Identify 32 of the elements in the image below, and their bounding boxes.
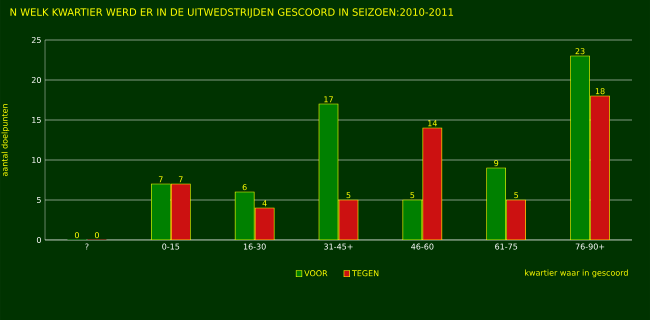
x-tick-label: 16-30: [244, 244, 266, 250]
x-axis-title: kwartier waar in gescoord: [525, 270, 628, 278]
data-label: 23: [576, 48, 585, 54]
legend-label: TEGEN: [352, 270, 378, 276]
y-tick-label: 5: [37, 197, 41, 203]
x-tick-label: 0-15: [162, 244, 180, 250]
data-label: 5: [514, 192, 518, 198]
x-tick-label: 76-90+: [576, 244, 604, 250]
chart-title: N WELK KWARTIER WERD ER IN DE UITWEDSTRIJDEN GESCOORD IN SEIZOEN:2010-2011: [10, 8, 454, 18]
x-tick-label: ?: [85, 244, 88, 250]
y-tick-label: 10: [32, 156, 41, 164]
data-label: 0: [94, 232, 99, 238]
data-label: 9: [494, 160, 498, 166]
data-label: 18: [596, 88, 605, 94]
y-tick-label: 25: [32, 36, 41, 44]
y-tick-label: 20: [32, 76, 41, 84]
data-label: 4: [262, 200, 267, 206]
y-tick-label: 15: [32, 117, 41, 123]
data-label: 17: [324, 96, 333, 102]
x-tick-label: 31-45+: [324, 244, 353, 250]
y-tick-label: 0: [36, 236, 41, 244]
data-label: 0: [74, 232, 79, 238]
data-label: 7: [158, 176, 163, 182]
y-axis-title: aantal doelpunten: [1, 104, 10, 176]
x-tick-label: 61-75: [495, 244, 518, 250]
data-label: 14: [428, 120, 437, 126]
data-label: 6: [242, 184, 247, 190]
legend-label: VOOR: [304, 270, 328, 276]
x-tick-label: 46-60: [411, 244, 434, 250]
data-label: 5: [410, 192, 414, 198]
data-label: 7: [178, 176, 183, 182]
data-label: 5: [346, 192, 350, 198]
